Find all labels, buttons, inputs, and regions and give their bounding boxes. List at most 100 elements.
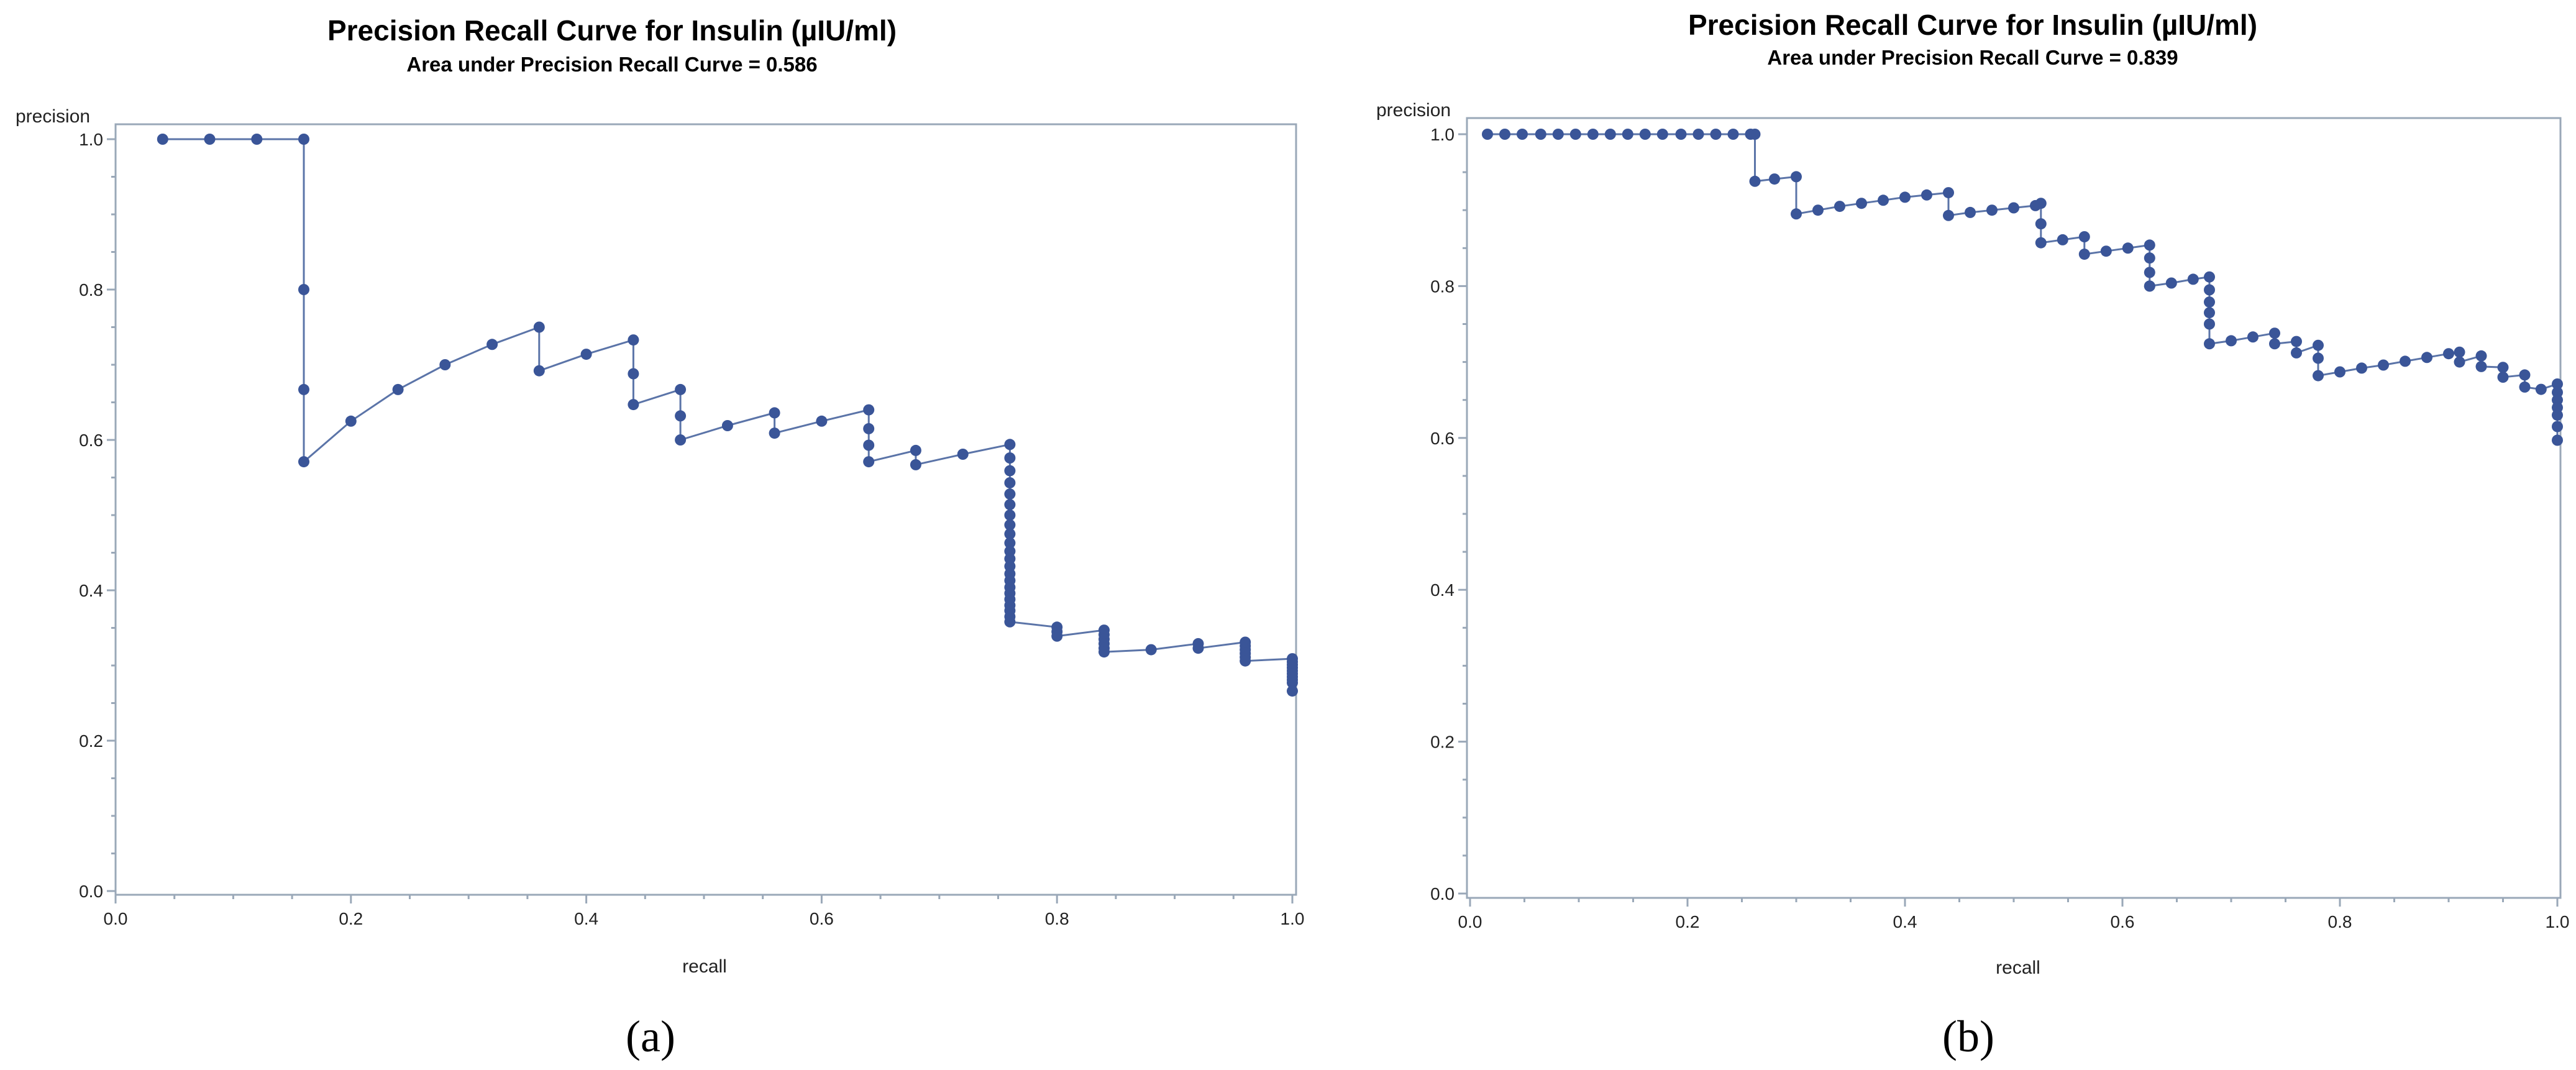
chart-b-plot-frame (1466, 117, 2562, 899)
x-tick-label: 0.6 (2111, 912, 2135, 931)
data-point (1004, 439, 1016, 450)
data-point (2313, 339, 2324, 351)
data-point (1004, 452, 1016, 464)
data-point (2078, 249, 2090, 260)
data-point (1240, 655, 1251, 667)
data-point (1749, 129, 1761, 140)
data-point (2475, 350, 2487, 362)
data-point (2497, 372, 2509, 383)
y-tick-label: 0.6 (79, 431, 103, 450)
chart-b-xlabel: recall (1996, 958, 2040, 978)
data-point (2247, 331, 2259, 343)
data-point (2008, 202, 2019, 214)
data-point (298, 383, 309, 395)
data-point (2400, 355, 2411, 367)
data-point (1287, 677, 1298, 688)
chart-a-subtitle: Area under Precision Recall Curve = 0.58… (406, 53, 817, 76)
data-point (769, 407, 780, 419)
data-point (2187, 273, 2199, 285)
data-point (1834, 201, 1845, 213)
data-point (2475, 360, 2487, 372)
data-point (628, 334, 639, 346)
data-point (1921, 189, 1932, 201)
y-tick-label: 0.0 (1430, 884, 1455, 903)
x-tick-label: 0.0 (104, 909, 128, 928)
data-point (2454, 356, 2465, 368)
data-point (392, 383, 404, 395)
data-point (1622, 129, 1633, 140)
data-point (2144, 239, 2155, 251)
data-point (2552, 421, 2563, 432)
data-point (2454, 346, 2465, 358)
data-point (1727, 129, 1739, 140)
x-tick-label: 1.0 (2546, 912, 2570, 931)
y-tick-label: 0.0 (79, 882, 103, 901)
chart-b-title: Precision Recall Curve for Insulin (µIU/… (1688, 9, 2257, 41)
chart-b-x-axis: 0.0 0.2 0.4 0.6 0.8 1.0 (1458, 898, 2570, 931)
chart-a-y-axis: 0.0 0.2 0.4 0.6 0.8 1.0 (79, 130, 116, 901)
chart-a-ylabel: precision (16, 106, 90, 127)
data-point (2144, 280, 2155, 292)
data-point (1145, 644, 1157, 656)
data-point (2035, 198, 2047, 209)
data-point (2144, 252, 2155, 264)
data-point (2226, 335, 2237, 347)
data-point (863, 439, 875, 451)
data-point (2204, 296, 2215, 308)
chart-a-panel-label: (a) (626, 1012, 675, 1061)
data-point (2291, 347, 2302, 359)
chart-a-xlabel: recall (682, 956, 727, 977)
data-point (628, 399, 639, 411)
data-point (2334, 366, 2345, 378)
data-point (1051, 630, 1063, 642)
data-point (816, 415, 828, 427)
series-line (162, 138, 1294, 692)
data-point (2122, 242, 2134, 254)
y-tick-label: 0.4 (79, 581, 103, 600)
chart-a-plot-frame (114, 123, 1297, 896)
data-point (298, 284, 309, 295)
x-tick-label: 0.2 (339, 909, 363, 928)
data-point (2269, 327, 2280, 339)
data-point (2204, 307, 2215, 319)
data-point (1899, 191, 1911, 203)
chart-a-x-axis: 0.0 0.2 0.4 0.6 0.8 1.0 (104, 895, 1304, 928)
data-point (2165, 277, 2177, 289)
data-point (1098, 646, 1110, 658)
chart-b-points-group (1482, 129, 2563, 446)
data-point (1287, 685, 1298, 697)
data-point (1943, 187, 1954, 199)
data-point (910, 459, 921, 470)
data-point (2035, 237, 2047, 249)
data-point (1004, 465, 1016, 477)
data-point (1943, 209, 1954, 221)
data-point (2291, 336, 2302, 347)
data-point (533, 365, 545, 377)
data-point (345, 415, 357, 427)
data-point (2497, 362, 2509, 373)
data-point (1004, 616, 1016, 628)
data-point (1482, 129, 1493, 140)
data-point (863, 456, 875, 468)
y-tick-label: 0.8 (79, 280, 103, 300)
data-point (1004, 510, 1016, 521)
data-point (863, 404, 875, 416)
data-point (1587, 129, 1599, 140)
data-point (1004, 528, 1016, 540)
data-point (251, 134, 263, 145)
data-point (2204, 284, 2215, 296)
data-point (1692, 129, 1704, 140)
x-tick-label: 0.8 (1045, 909, 1069, 928)
data-point (2144, 267, 2155, 278)
data-point (957, 449, 969, 460)
y-tick-label: 0.4 (1430, 580, 1455, 600)
data-point (439, 359, 451, 370)
data-point (1004, 537, 1016, 549)
chart-a-curve-group (162, 138, 1294, 692)
data-point (1517, 129, 1528, 140)
chart-b-curve-group (1487, 133, 2559, 441)
data-point (1004, 488, 1016, 500)
data-point (1749, 175, 1761, 187)
data-point (2204, 271, 2215, 283)
